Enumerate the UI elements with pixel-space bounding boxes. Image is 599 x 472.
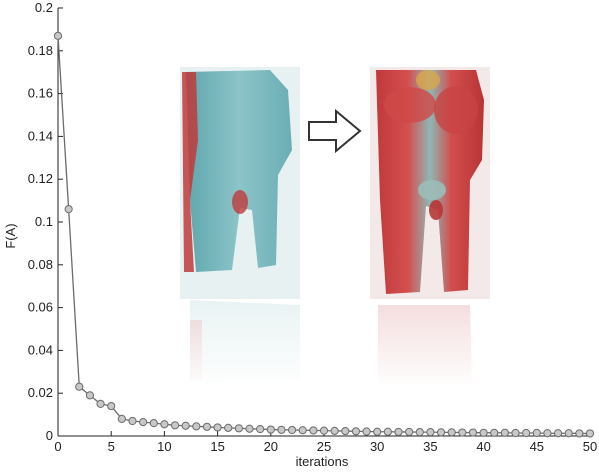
data-point <box>331 427 338 434</box>
data-point <box>416 429 423 436</box>
x-tick-label: 50 <box>583 439 597 454</box>
x-tick-label: 0 <box>54 439 61 454</box>
data-point <box>374 428 381 435</box>
data-point <box>448 429 455 436</box>
data-point <box>225 424 232 431</box>
volume-render-before <box>180 67 305 390</box>
data-point <box>512 429 519 436</box>
data-point <box>427 429 434 436</box>
data-point <box>544 430 551 437</box>
data-point <box>235 425 242 432</box>
data-point <box>278 426 285 433</box>
x-tick-label: 25 <box>317 439 331 454</box>
plot-axes: 0 0.02 0.04 0.06 0.08 0.1 0.12 0.14 0.16 0.18 0.2 0… <box>28 0 598 454</box>
series-polyline <box>58 36 590 434</box>
data-point <box>203 423 210 430</box>
x-tick-label: 45 <box>530 439 544 454</box>
data-point <box>384 428 391 435</box>
data-point <box>193 423 200 430</box>
arrow-icon <box>309 111 360 151</box>
y-tick-label: 0.1 <box>35 214 53 229</box>
data-point <box>565 430 572 437</box>
x-tick-label: 35 <box>423 439 437 454</box>
data-point <box>214 424 221 431</box>
data-point <box>554 430 561 437</box>
data-point <box>267 426 274 433</box>
data-point <box>86 392 93 399</box>
data-point <box>288 426 295 433</box>
data-point <box>108 402 115 409</box>
data-point <box>171 422 178 429</box>
data-point <box>469 429 476 436</box>
x-tick-label: 30 <box>370 439 384 454</box>
data-point <box>406 428 413 435</box>
x-tick-label: 5 <box>108 439 115 454</box>
data-point <box>161 421 168 428</box>
y-tick-label: 0.04 <box>28 342 53 357</box>
data-point <box>246 425 253 432</box>
data-point <box>129 417 136 424</box>
data-point <box>118 415 125 422</box>
x-axis-label: iterations <box>296 454 349 469</box>
data-point <box>150 420 157 427</box>
volume-render-after <box>370 67 495 390</box>
y-tick-label: 0.16 <box>28 86 53 101</box>
data-point <box>65 206 72 213</box>
y-tick-label: 0.02 <box>28 385 53 400</box>
y-tick-label: 0.12 <box>28 171 53 186</box>
data-point <box>501 429 508 436</box>
data-point <box>459 429 466 436</box>
data-point <box>437 429 444 436</box>
x-tick-label: 40 <box>476 439 490 454</box>
data-point <box>54 32 61 39</box>
data-point <box>182 422 189 429</box>
data-point <box>395 428 402 435</box>
data-point <box>533 429 540 436</box>
y-tick-label: 0.14 <box>28 128 53 143</box>
y-tick-label: 0.06 <box>28 300 53 315</box>
data-point <box>257 426 264 433</box>
data-point <box>342 427 349 434</box>
y-tick-label: 0.18 <box>28 43 53 58</box>
data-point <box>97 400 104 407</box>
data-point <box>576 430 583 437</box>
x-tick-label: 10 <box>157 439 171 454</box>
x-tick-label: 15 <box>210 439 224 454</box>
y-tick-label: 0.08 <box>28 257 53 272</box>
data-point <box>140 418 147 425</box>
inset-volume-renders <box>180 67 495 390</box>
data-point <box>299 427 306 434</box>
data-point <box>586 430 593 437</box>
data-point <box>491 429 498 436</box>
data-point <box>320 427 327 434</box>
y-axis-label: F(A) <box>3 223 18 248</box>
data-point <box>352 428 359 435</box>
data-point <box>76 383 83 390</box>
y-tick-label: 0 <box>46 428 53 443</box>
series-line <box>54 32 593 437</box>
data-point <box>363 428 370 435</box>
y-tick-label: 0.2 <box>35 0 53 15</box>
data-point <box>480 429 487 436</box>
data-point <box>523 429 530 436</box>
data-point <box>310 427 317 434</box>
x-tick-label: 20 <box>264 439 278 454</box>
